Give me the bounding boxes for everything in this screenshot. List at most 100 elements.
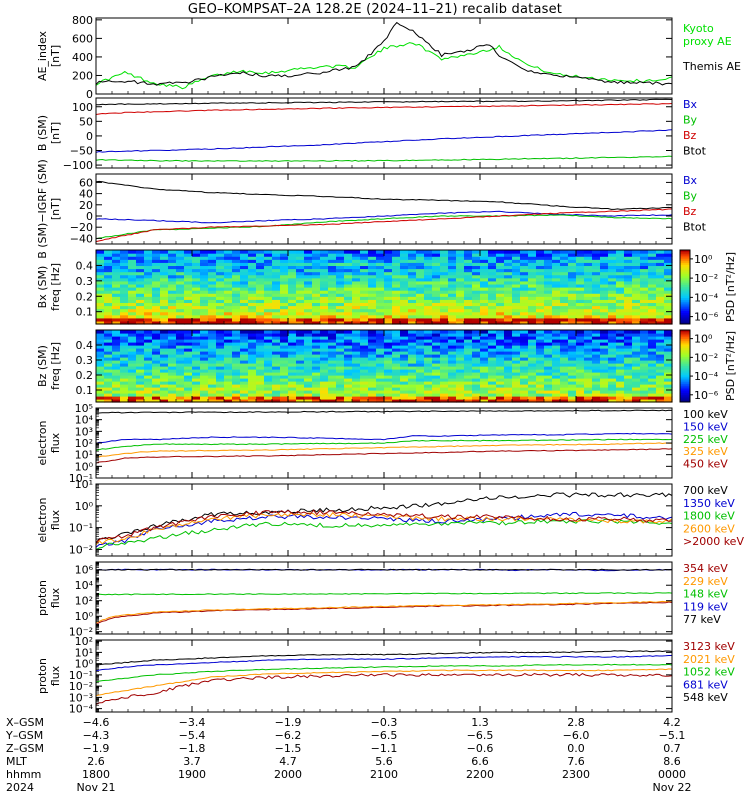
spectrogram-cell (400, 372, 409, 376)
spectrogram-cell (160, 384, 169, 388)
spectrogram-cell (584, 250, 593, 254)
spectrogram-cell (560, 375, 569, 379)
spectrogram-cell (344, 314, 353, 319)
spectrogram-cell (336, 290, 345, 294)
spectrogram-cell (208, 387, 217, 391)
spectrogram-cell (208, 271, 217, 276)
spectrogram-cell (328, 280, 337, 285)
spectrogram-cell (360, 283, 369, 288)
spectrogram-cell (264, 360, 273, 364)
spectrogram-cell (528, 283, 537, 288)
colorbar-swatch (680, 362, 690, 365)
spectrogram-cell (368, 305, 377, 310)
spectrogram-cell (112, 308, 121, 313)
spectrogram-cell (176, 299, 185, 304)
spectrogram-cell (216, 384, 225, 388)
ephemeris-cell: −1.1 (370, 742, 398, 755)
spectrogram-cell (352, 384, 361, 388)
colorbar-swatch (680, 301, 690, 305)
spectrogram-cell (600, 357, 609, 361)
spectrogram-cell (288, 280, 297, 285)
spectrogram-cell (568, 314, 577, 319)
spectrogram-cell (320, 287, 329, 291)
spectrogram-cell (192, 393, 201, 397)
spectrogram-cell (504, 268, 513, 273)
spectrogram-cell (384, 293, 393, 297)
colorbar-swatch (680, 314, 690, 318)
spectrogram-cell (216, 262, 225, 267)
y-tick-label: 10⁴ (75, 579, 94, 592)
spectrogram-cell (400, 265, 409, 270)
spectrogram-cell (368, 387, 377, 391)
spectrogram-cell (488, 384, 497, 388)
spectrogram-cell (344, 375, 353, 379)
spectrogram-cell (512, 287, 521, 291)
spectrogram-cell (664, 336, 673, 340)
spectrogram-cell (592, 271, 601, 276)
spectrogram-cell (608, 290, 617, 294)
spectrogram-cell (360, 393, 369, 397)
spectrogram-cell (104, 396, 113, 400)
spectrogram-cell (392, 336, 401, 340)
spectrogram-cell (248, 296, 257, 300)
spectrogram-cell (512, 393, 521, 397)
spectrogram-cell (192, 296, 201, 300)
spectrogram-cell (528, 354, 537, 358)
spectrogram-cell (560, 363, 569, 367)
spectrogram-cell (144, 305, 153, 310)
spectrogram-cell (560, 259, 569, 263)
spectrogram-cell (248, 293, 257, 297)
spectrogram-cell (120, 354, 129, 358)
spectrogram-cell (312, 369, 321, 373)
spectrogram-cell (640, 308, 649, 313)
spectrogram-cell (264, 320, 273, 325)
spectrogram-cell (640, 259, 649, 263)
spectrogram-cell (336, 333, 345, 337)
spectrogram-cell (648, 342, 657, 346)
spectrogram-cell (552, 333, 561, 337)
spectrogram-cell (184, 363, 193, 367)
spectrogram-cell (560, 390, 569, 394)
spectrogram-cell (408, 393, 417, 397)
spectrogram-cell (96, 354, 105, 358)
spectrogram-cell (640, 283, 649, 288)
spectrogram-cell (240, 311, 249, 316)
spectrogram-cell (504, 299, 513, 304)
spectrogram-cell (344, 320, 353, 325)
spectrogram-cell (192, 287, 201, 291)
spectrogram-cell (264, 351, 273, 355)
spectrogram-cell (176, 381, 185, 385)
spectrogram-cell (112, 317, 121, 322)
spectrogram-cell (632, 372, 641, 376)
spectrogram-cell (640, 399, 649, 403)
colorbar-tick-label: 10⁻⁶ (694, 389, 719, 402)
spectrogram-cell (576, 384, 585, 388)
spectrogram-cell (232, 393, 241, 397)
spectrogram-cell (416, 250, 425, 254)
spectrogram-cell (280, 262, 289, 267)
spectrogram-cell (528, 253, 537, 257)
spectrogram-cell (272, 381, 281, 385)
y-tick-label: −100 (63, 159, 93, 172)
spectrogram-cell (152, 366, 161, 370)
spectrogram-cell (496, 283, 505, 288)
spectrogram-cell (520, 305, 529, 310)
spectrogram-cell (104, 342, 113, 346)
spectrogram-cell (568, 293, 577, 297)
spectrogram-cell (328, 345, 337, 349)
spectrogram-cell (368, 256, 377, 260)
spectrogram-cell (288, 369, 297, 373)
spectrogram-cell (192, 308, 201, 313)
spectrogram-cell (664, 262, 673, 267)
spectrogram-cell (296, 296, 305, 300)
spectrogram-cell (184, 268, 193, 273)
spectrogram-cell (528, 369, 537, 373)
spectrogram-cell (432, 396, 441, 400)
spectrogram-cell (144, 253, 153, 257)
spectrogram-cell (424, 320, 433, 325)
ephemeris-cell: 2.6 (87, 755, 105, 768)
spectrogram-cell (456, 357, 465, 361)
spectrogram-cell (136, 302, 145, 307)
spectrogram-cell (152, 283, 161, 288)
ephemeris-row: hhmm 1800 1900 2000 2100 2200 2300 0000 (0, 768, 750, 781)
